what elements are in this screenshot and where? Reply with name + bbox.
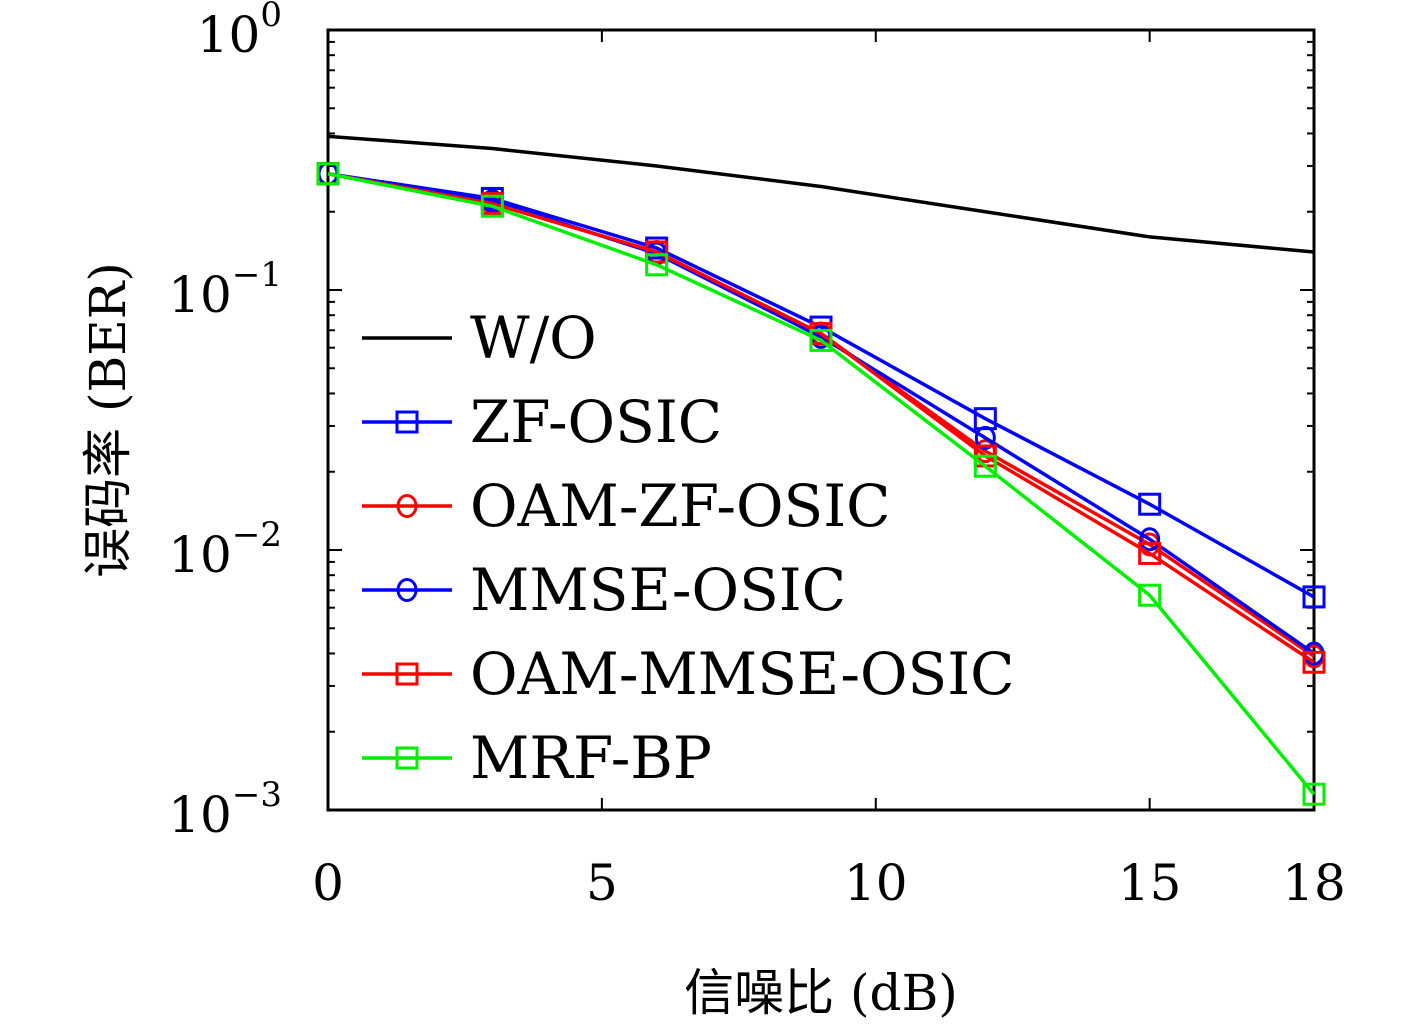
series-w-o [327, 134, 1315, 254]
data-point [1138, 583, 1162, 607]
series-line [327, 172, 1316, 796]
legend-item: OAM-MMSE-OSIC [362, 640, 1015, 708]
legend-label: OAM-ZF-OSIC [470, 472, 891, 540]
data-point [1302, 650, 1326, 674]
x-tick-label: 0 [312, 854, 344, 912]
data-point [1302, 782, 1326, 806]
data-point [1138, 541, 1162, 565]
data-point [1302, 585, 1326, 609]
x-tick-label: 10 [844, 854, 908, 912]
y-tick-label: 10−3 [168, 775, 282, 844]
plot-frame [326, 28, 1316, 812]
data-point [1138, 492, 1162, 516]
series-zf-osic [316, 162, 1326, 609]
legend-item: MRF-BP [362, 724, 712, 792]
series-line [327, 172, 1315, 655]
data-point [396, 494, 418, 518]
legend-item: W/O [362, 304, 597, 372]
legend: W/O ZF-OSIC OAM-ZF-OSIC MMSE-OSIC OAM-MMSE-O… [362, 304, 1015, 792]
data-point [645, 253, 669, 277]
legend-item: ZF-OSIC [362, 388, 722, 456]
legend-label: ZF-OSIC [470, 388, 722, 456]
data-point [395, 410, 419, 434]
x-axis-label: 信噪比 (dB) [684, 964, 958, 1022]
y-tick-label: 100 [197, 0, 282, 64]
data-point [809, 328, 833, 352]
legend-item: MMSE-OSIC [362, 556, 846, 624]
y-tick-label: 10−2 [168, 515, 282, 584]
x-tick-label: 18 [1282, 854, 1346, 912]
series-line [327, 134, 1315, 254]
data-point [396, 578, 418, 602]
axis-ticks: 0 5 10 15 18 100 10−1 10−2 10−3 [168, 0, 1346, 912]
y-tick-label: 10−1 [168, 255, 282, 324]
series-line [327, 172, 1315, 664]
legend-label: MMSE-OSIC [470, 556, 846, 624]
legend-label: OAM-MMSE-OSIC [470, 640, 1015, 708]
data-point [645, 240, 669, 264]
data-point [973, 454, 997, 478]
x-tick-label: 5 [586, 854, 618, 912]
data-point [395, 662, 419, 686]
data-point [1139, 527, 1161, 552]
series-layer [316, 134, 1326, 806]
legend-label: MRF-BP [470, 724, 712, 792]
data-point [395, 746, 419, 770]
series-mrf-bp [316, 162, 1326, 806]
data-point [316, 162, 340, 186]
legend-item: OAM-ZF-OSIC [362, 472, 891, 540]
x-tick-label: 15 [1118, 854, 1182, 912]
legend-label: W/O [470, 304, 597, 372]
data-point [480, 194, 504, 218]
y-axis-label: 误码率 (BER) [79, 262, 137, 578]
data-point [974, 425, 996, 450]
